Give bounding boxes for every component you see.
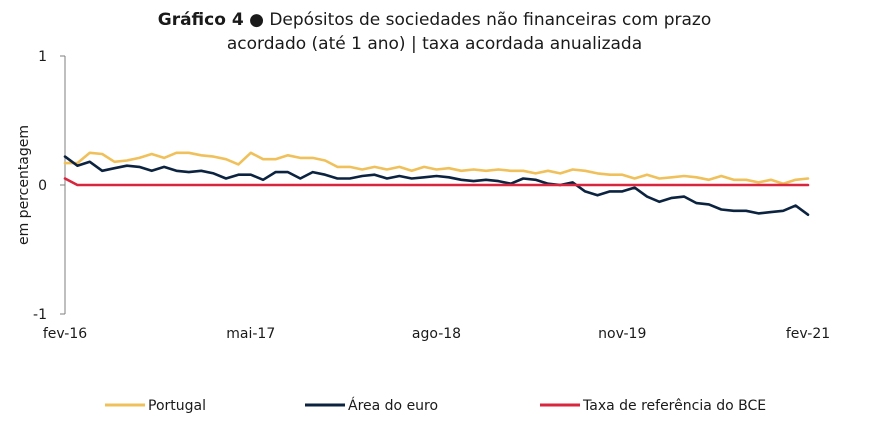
legend-label-0: Portugal bbox=[148, 398, 206, 414]
title-bullet: ● bbox=[249, 10, 264, 30]
legend-label-1: Área do euro bbox=[348, 397, 438, 414]
axes: -1 0 1 em percentagem fev-16 mai-17 ago-18 nov-… bbox=[16, 49, 830, 342]
y-tick-label: -1 bbox=[33, 307, 47, 323]
x-tick-label: mai-17 bbox=[226, 326, 275, 342]
legend: Portugal Área do euro Taxa de referência d… bbox=[105, 397, 766, 414]
chart-title-text: Depósitos de sociedades não financeiras … bbox=[269, 10, 712, 30]
chart-title: Gráfico 4 ● Depósitos de sociedades não … bbox=[0, 8, 869, 56]
series-lines bbox=[63, 151, 810, 216]
series-line-1 bbox=[63, 155, 810, 216]
chart-title-line-1: Gráfico 4 ● Depósitos de sociedades não … bbox=[0, 8, 869, 32]
legend-label-2: Taxa de referência do BCE bbox=[582, 398, 766, 414]
y-axis-label: em percentagem bbox=[16, 125, 32, 245]
y-tick-label: 1 bbox=[38, 49, 47, 65]
series-line-2 bbox=[63, 177, 810, 187]
x-tick-label: fev-16 bbox=[43, 326, 87, 342]
x-tick-label: nov-19 bbox=[598, 326, 646, 342]
series-line-0 bbox=[63, 151, 810, 185]
x-tick-label: fev-21 bbox=[786, 326, 830, 342]
chart-title-number: Gráfico 4 bbox=[157, 10, 244, 30]
chart-title-line-2: acordado (até 1 ano) | taxa acordada anu… bbox=[226, 34, 643, 54]
x-tick-label: ago-18 bbox=[412, 326, 461, 342]
y-tick-label: 0 bbox=[38, 178, 47, 194]
